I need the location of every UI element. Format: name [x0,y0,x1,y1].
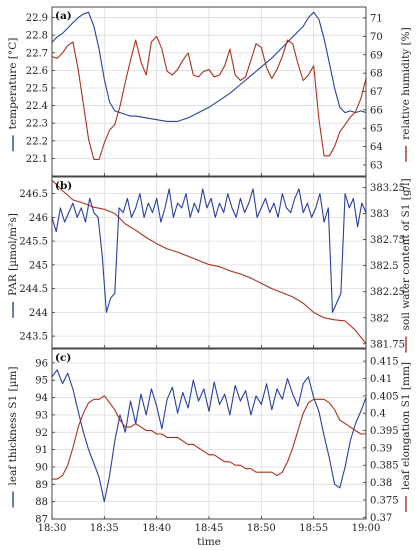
y-tick-label: 22.8 [26,31,48,42]
x-tick-label: 18:35 [90,523,119,534]
y-right-tick-label: 63 [370,160,383,171]
y-right-tick-label: 64 [370,142,383,153]
y-tick-label: 22.7 [26,48,48,59]
y-right-tick-label: 0.395 [370,426,399,437]
y-tick-label: 93 [35,410,48,421]
series-line-right [52,395,366,480]
y-tick-label: 90 [35,462,48,473]
panel-tag: (a) [55,10,72,22]
series-line-left [51,369,367,503]
y-right-tick-label: 70 [370,32,383,43]
x-tick-label: 18:50 [247,523,276,534]
y-tick-label: 246.5 [19,189,48,200]
y-right-tick-label: 65 [370,124,383,135]
y-right-tick-label: 383.25 [370,183,405,194]
x-tick-label: 19:00 [352,523,381,534]
panel-1: 246.5 246 245.5 245 244.5 244 243.5 383.25 383 38… [7,176,412,353]
y-right-tick-label: 382.25 [370,287,405,298]
y-right-tick-label: 67 [370,87,383,98]
series-line-left [51,188,367,313]
y-right-tick-label: 0.4 [370,409,386,420]
x-tick-label: 18:40 [142,523,171,534]
panel-0: 22.9 22.8 22.7 22.6 22.5 22.4 22.3 22.2 22.1 71 70… [7,6,412,177]
y-tick-label: 92 [35,428,48,439]
panel-tag: (c) [55,352,71,364]
y-right-tick-label: 0.39 [370,443,392,454]
y-tick-label: 22.5 [26,83,48,94]
y-right-tick-label: 69 [370,50,383,61]
y-axis-label: leaf thickness S1 [µm] [7,367,19,486]
x-tick-label: 18:30 [38,523,67,534]
y-tick-label: 96 [35,358,48,369]
y-tick-label: 94 [35,393,48,404]
y-right-tick-label: 383 [370,209,389,220]
x-tick-label: 18:55 [299,523,328,534]
y-right-tick-label: 0.375 [370,495,399,506]
y-tick-label: 244 [29,308,48,319]
y-axis-label: PAR [µmol/m²s] [7,213,19,296]
series-line-right [51,179,367,345]
y-right-axis-label: relative humidity [%] [400,27,412,140]
y-tick-label: 245 [29,260,48,271]
x-tick-label: 18:45 [195,523,224,534]
y-right-tick-label: 0.37 [370,513,392,524]
y-tick-label: 88 [35,497,48,508]
y-right-axis-label: leaf elongation S1 [mm] [400,362,412,490]
y-tick-label: 246 [29,213,48,224]
y-right-tick-label: 66 [370,105,383,116]
y-right-tick-label: 382.5 [370,261,399,272]
y-tick-label: 89 [35,480,48,491]
y-right-tick-label: 0.385 [370,461,399,472]
y-tick-label: 87 [35,515,48,526]
y-right-tick-label: 0.415 [370,357,399,368]
y-right-tick-label: 382 [370,313,389,324]
y-right-tick-label: 68 [370,69,383,80]
y-tick-label: 243.5 [19,332,48,343]
series-line-right [51,35,367,161]
y-tick-label: 95 [35,376,48,387]
y-right-tick-label: 0.38 [370,478,392,489]
y-tick-label: 244.5 [19,284,48,295]
x-axis-label: time [197,536,221,548]
series-line-left [51,11,367,122]
y-right-tick-label: 0.405 [370,391,399,402]
panel-tag: (b) [55,180,72,192]
y-tick-label: 22.1 [26,154,48,165]
y-tick-label: 22.4 [26,101,48,112]
y-tick-label: 245.5 [19,237,48,248]
y-right-axis-label: soil water content of S1 [g/l] [400,178,412,330]
panels: 22.9 22.8 22.7 22.6 22.5 22.4 22.3 22.2 22.1 71 70… [7,6,412,534]
y-tick-label: 22.6 [26,66,48,77]
y-tick-label: 22.3 [26,119,48,130]
panel-2: 96 95 94 93 92 91 90 89 88 87 0.415 0.41 0.405 0.4 0.3… [7,348,412,534]
y-right-tick-label: 71 [370,14,383,25]
y-axis-label: temperature [°C] [7,38,19,130]
y-tick-label: 22.2 [26,136,48,147]
y-right-tick-label: 381.75 [370,339,405,350]
y-tick-label: 91 [35,445,48,456]
y-right-tick-label: 0.41 [370,374,392,385]
y-tick-label: 22.9 [26,13,48,24]
y-right-tick-label: 382.75 [370,235,405,246]
